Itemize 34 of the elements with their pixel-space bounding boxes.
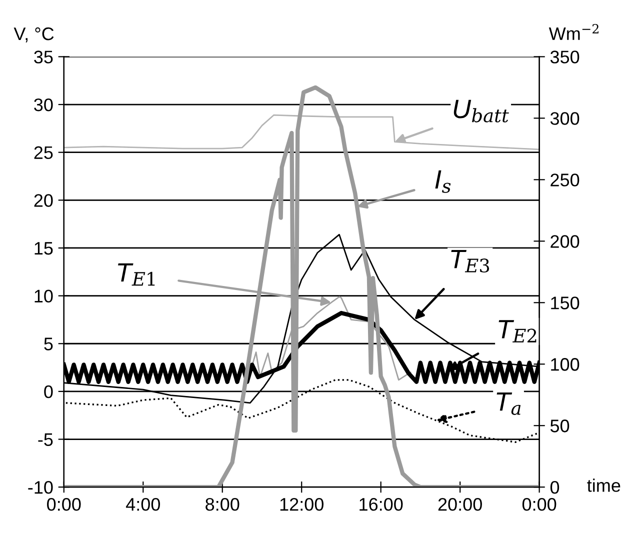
y-tick-label: 35	[34, 50, 53, 64]
y2-tick-label: 0	[550, 481, 560, 494]
y2-tick-label: 50	[550, 420, 570, 432]
y2-axis-title: Wm$^{−2}$	[548, 24, 598, 40]
y-tick-label: 5	[44, 338, 53, 350]
y-tick-label: 0	[44, 385, 53, 398]
y-tick-label: -10	[28, 481, 53, 494]
x-tick-label: 16:00	[360, 498, 403, 511]
y2-tick-label: 250	[550, 174, 580, 186]
y-tick-label: 20	[34, 194, 53, 207]
y-axis-title: V, °C	[14, 27, 54, 42]
legend-label: T$_{a}$	[496, 392, 521, 415]
x-tick-label: 4:00	[126, 498, 160, 511]
x-tick-label: 12:00	[280, 498, 324, 511]
x-tick-label: 0:00	[522, 498, 556, 511]
text: T$_{E1}$	[118, 263, 155, 286]
y-tick-label: 15	[34, 242, 53, 255]
y2-tick-label: 200	[550, 235, 580, 248]
x-tick-label: 20:00	[438, 498, 482, 511]
y2-tick-label: 350	[550, 50, 580, 64]
y-tick-label: 10	[34, 290, 53, 303]
x-axis-title: time	[587, 478, 620, 492]
series-label: U$_{batt}$	[454, 100, 509, 122]
text: T$_{E3}$	[451, 250, 490, 273]
legend-label: I$_{s}$	[435, 170, 451, 193]
y2-tick-label: 100	[551, 358, 580, 371]
y2-tick-label: 300	[550, 112, 580, 125]
x-tick-label: 0:00	[47, 498, 81, 511]
y-tick-label: 25	[34, 146, 53, 160]
y-tick-label: -5	[38, 433, 53, 446]
x-tick-label: 8:00	[206, 498, 240, 511]
y2-tick-label: 150	[551, 296, 580, 310]
series-label: T$_{E2}$	[498, 320, 536, 342]
y-tick-label: 30	[34, 98, 53, 112]
